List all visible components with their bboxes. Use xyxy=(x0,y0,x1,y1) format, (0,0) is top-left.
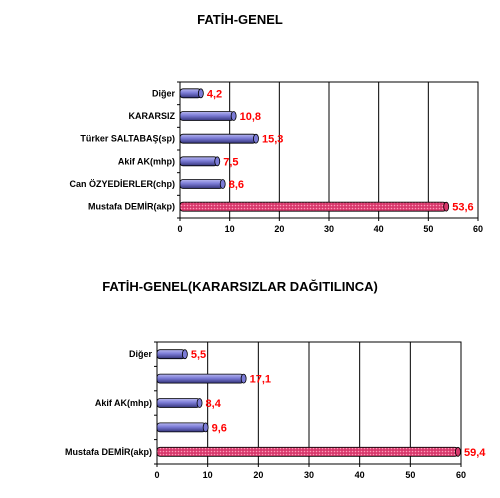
bar xyxy=(156,446,459,457)
x-tick-label: 10 xyxy=(225,224,235,234)
category-label: Mustafa DEMİR(akp) xyxy=(65,447,152,457)
data-label: 59,4 xyxy=(464,447,486,459)
x-tick-label: 50 xyxy=(405,470,415,480)
bar-end-cap xyxy=(240,373,247,384)
bar xyxy=(179,133,257,144)
category-label: Can ÖZYEDİERLER(chp) xyxy=(69,179,175,189)
x-tick-label: 50 xyxy=(423,224,433,234)
chart-title: FATİH-GENEL(KARARSIZLAR DAĞITILINCA) xyxy=(102,279,378,294)
data-label: 5,5 xyxy=(191,349,206,361)
x-tick-label: 30 xyxy=(304,470,314,480)
x-tick-label: 60 xyxy=(456,470,466,480)
x-tick-label: 10 xyxy=(203,470,213,480)
category-label: Diğer xyxy=(129,349,153,359)
bar xyxy=(179,156,218,167)
bar xyxy=(179,88,202,99)
bar-end-cap xyxy=(202,422,209,433)
data-label: 8,6 xyxy=(229,179,244,191)
category-label: Diğer xyxy=(152,88,176,98)
chart-fatih-genel-kararsizlar-dagitilinca: FATİH-GENEL(KARARSIZLAR DAĞITILINCA) 0 10… xyxy=(65,279,486,480)
x-tick-label: 60 xyxy=(473,224,483,234)
bar xyxy=(179,179,224,189)
bar xyxy=(156,373,245,384)
x-tick-label: 20 xyxy=(253,470,263,480)
bar xyxy=(156,422,207,433)
chart-fatih-genel: FATİH-GENEL 0 10 20 30 40 50 60 4,2 Diğer 10,8 KAR… xyxy=(69,12,483,234)
x-tick-label: 0 xyxy=(177,224,182,234)
x-tick-label: 40 xyxy=(374,224,384,234)
bar xyxy=(156,349,186,360)
data-label: 7,5 xyxy=(223,156,238,168)
bar-end-cap xyxy=(443,201,450,212)
bar-end-cap xyxy=(181,349,188,360)
chart-title: FATİH-GENEL xyxy=(197,12,283,27)
x-tick-label: 0 xyxy=(154,470,159,480)
bar-end-cap xyxy=(197,88,204,99)
data-label: 8,4 xyxy=(206,398,222,410)
bar-end-cap xyxy=(196,398,203,408)
category-label: Akif AK(mhp) xyxy=(118,156,175,166)
bar xyxy=(179,111,235,121)
bar xyxy=(156,398,200,408)
x-tick-label: 40 xyxy=(355,470,365,480)
data-label: 9,6 xyxy=(212,422,227,434)
category-label: Akif AK(mhp) xyxy=(95,398,152,408)
bar-end-cap xyxy=(219,179,226,189)
category-label: KARARSIZ xyxy=(129,111,176,121)
data-label: 53,6 xyxy=(452,202,473,214)
data-label: 17,1 xyxy=(250,374,271,386)
category-label: Mustafa DEMİR(akp) xyxy=(88,202,175,212)
data-label: 10,8 xyxy=(240,111,261,123)
bar-end-cap xyxy=(455,446,461,457)
data-label: 15,3 xyxy=(262,134,283,146)
bar xyxy=(179,201,447,212)
x-tick-label: 30 xyxy=(324,224,334,234)
category-label: Türker SALTABAŞ(sp) xyxy=(80,134,175,144)
x-tick-label: 20 xyxy=(274,224,284,234)
bar-end-cap xyxy=(230,111,237,121)
data-label: 4,2 xyxy=(207,88,222,100)
bar-end-cap xyxy=(214,156,221,167)
bar-end-cap xyxy=(253,133,259,144)
